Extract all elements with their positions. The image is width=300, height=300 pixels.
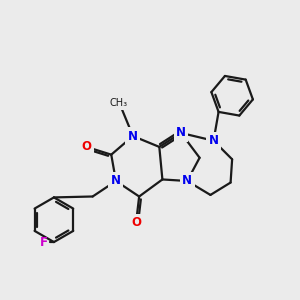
Text: O: O — [82, 140, 92, 153]
Text: F: F — [40, 236, 48, 249]
Text: N: N — [111, 175, 121, 188]
Text: N: N — [176, 127, 186, 140]
Text: N: N — [128, 130, 138, 142]
Text: N: N — [208, 134, 218, 147]
Text: O: O — [131, 216, 141, 229]
Text: N: N — [182, 175, 192, 188]
Text: CH₃: CH₃ — [110, 98, 128, 108]
